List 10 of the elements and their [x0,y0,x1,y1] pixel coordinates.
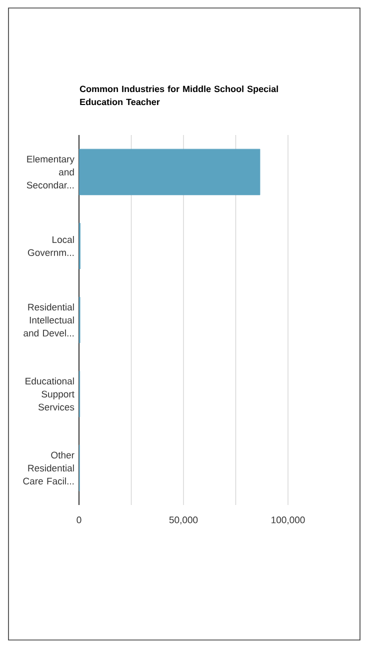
y-tick-label: Educational Support Services [26,378,74,410]
bar [79,148,260,196]
x-tick-label: 100,000 [272,516,305,524]
y-tick-label: Other Residential Care Facil... [23,452,74,484]
y-tick-label: Residential Intellectual and Devel... [24,304,74,336]
y-tick-label: Local Governm... [28,236,74,256]
chart-title: Common Industries for Middle School Special Education Teacher [80,86,278,106]
x-tick-label: 0 [76,516,82,524]
y-tick-label: Elementary and Secondar... [26,156,74,188]
x-tick-label: 50,000 [169,516,198,524]
